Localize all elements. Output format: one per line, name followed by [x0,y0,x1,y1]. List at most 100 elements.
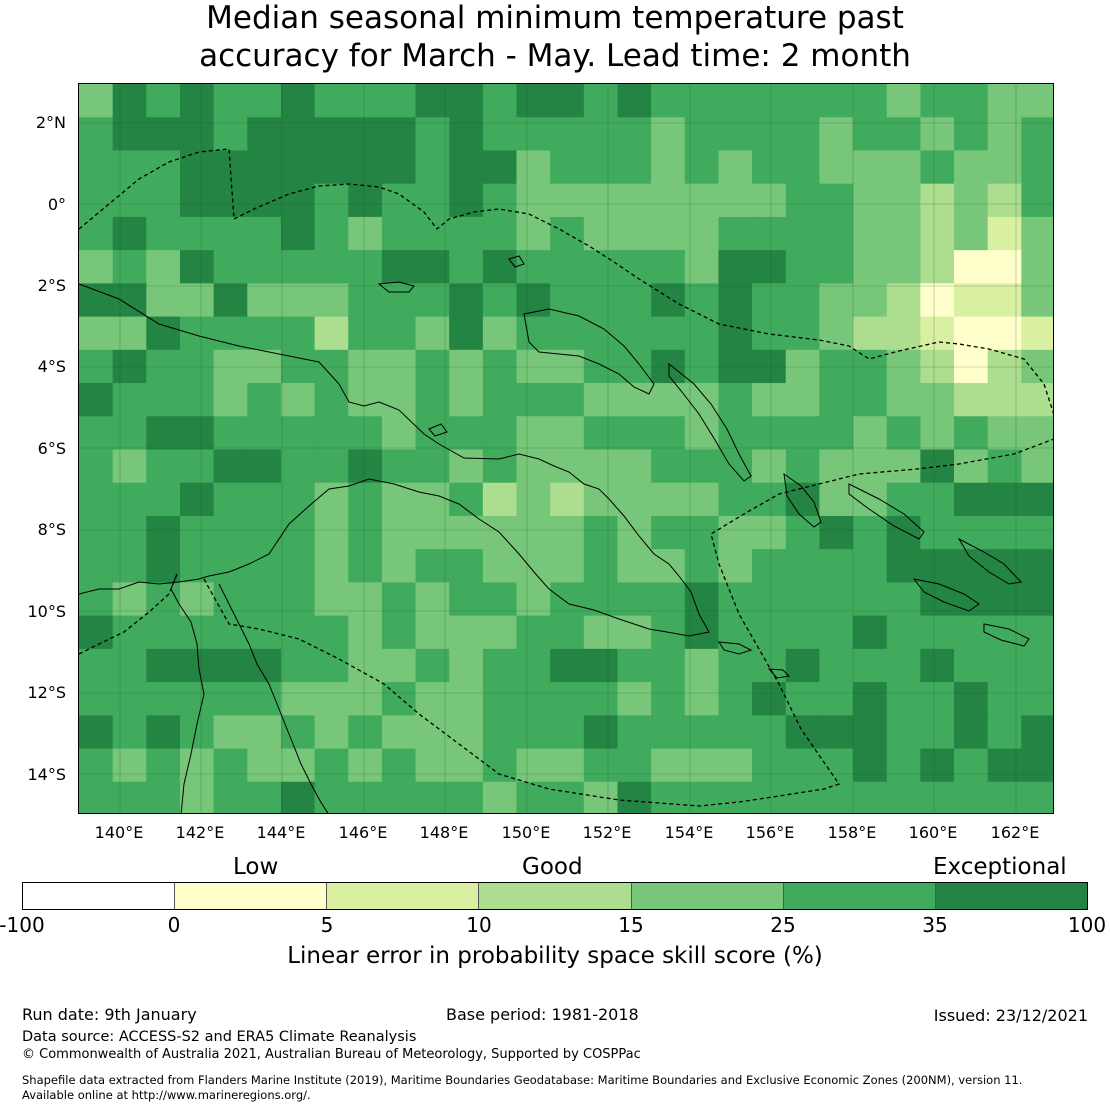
skill-cell [550,183,585,218]
skill-cell [449,383,484,417]
skill-cell [516,117,551,152]
skill-cell [247,682,282,716]
skill-cell [179,449,215,484]
skill-cell [314,416,349,451]
colorbar-tick-0: -100 [0,913,45,937]
coastline-new-guinea [79,283,710,637]
skill-cell [920,84,955,118]
chart-title-line-2: accuracy for March - May. Lead time: 2 m… [199,38,911,74]
skill-cell [482,648,518,683]
skill-cell [718,117,753,152]
skill-cell [718,416,753,451]
skill-cell [449,250,484,284]
skill-cell [179,648,215,683]
skill-cell [853,216,888,251]
skill-cell [819,549,854,584]
skill-cell [651,416,686,451]
skill-cell [954,648,989,683]
skill-cell [617,648,652,683]
lat-label-6s: 6°S [37,439,66,458]
skill-cell [886,316,921,351]
skill-cell [819,449,854,484]
skill-cell [853,183,888,218]
lon-label-150e: 150°E [501,823,551,842]
skill-cell [651,781,686,813]
skill-cell [449,283,484,318]
skill-cell [920,615,955,650]
skill-cell [819,117,854,152]
skill-cell [752,515,787,550]
skill-cell [314,216,349,251]
skill-cell [348,682,383,716]
skill-cell [449,216,484,251]
skill-cell [415,715,450,750]
skill-cell [684,449,720,484]
skill-cell [449,682,484,716]
skill-cell [954,316,989,351]
skill-cell [280,216,316,251]
skill-cell [381,216,417,251]
skill-cell [583,416,619,451]
skill-cell [482,416,518,451]
skill-cell [348,84,383,118]
skill-cell [718,349,753,384]
skill-cell [853,781,888,813]
skill-cell [112,150,147,185]
skill-cell [853,283,888,318]
skill-cell [179,383,215,417]
skill-cell [247,117,282,152]
graticule [79,84,1053,813]
skill-cell [280,283,316,318]
lat-label-0: 0° [47,195,66,214]
skill-cell [920,216,955,251]
skill-cell [886,383,921,417]
skill-cell [954,250,989,284]
lon-label-162e: 162°E [990,823,1040,842]
shapefile-credit-line-2: Available online at http://www.marinereg… [22,1088,311,1102]
skill-cell [853,549,888,584]
skill-cell [146,84,181,118]
skill-cell [179,715,215,750]
coastline-new-ireland [668,362,752,482]
skill-cell [617,183,652,218]
skill-cell [213,482,248,517]
skill-cell [1021,84,1053,118]
skill-cell [179,416,215,451]
skill-cell [79,648,114,683]
skill-cell [785,416,821,451]
skill-cell [314,682,349,716]
skill-cell [684,781,720,813]
skill-cell [449,349,484,384]
data-source: Data source: ACCESS-S2 and ERA5 Climate … [22,1029,417,1045]
skill-cell [348,715,383,750]
skill-cell [920,682,955,716]
skill-cell [112,781,147,813]
skill-cell [516,383,551,417]
lon-label-144e: 144°E [256,823,306,842]
skill-cell [449,582,484,617]
lat-label-2s: 2°S [37,276,66,295]
run-date: Run date: 9th January [22,1005,197,1024]
skill-cell [987,183,1022,218]
skill-cell [146,250,181,284]
skill-cell [1021,383,1053,417]
skill-cell [987,84,1022,118]
skill-cell [247,449,282,484]
skill-cell [684,383,720,417]
skill-cell [247,383,282,417]
skill-cell [752,615,787,650]
skill-cell [550,250,585,284]
skill-cell [381,582,417,617]
skill-cell [550,383,585,417]
skill-cell [112,748,147,783]
skill-cell [112,482,147,517]
skill-cell [213,449,248,484]
skill-cell [819,582,854,617]
skill-cell [583,449,619,484]
skill-cell [785,449,821,484]
skill-cell [886,150,921,185]
skill-cell [146,117,181,152]
skill-cell [617,549,652,584]
skill-cell [785,316,821,351]
skill-cell [785,150,821,185]
